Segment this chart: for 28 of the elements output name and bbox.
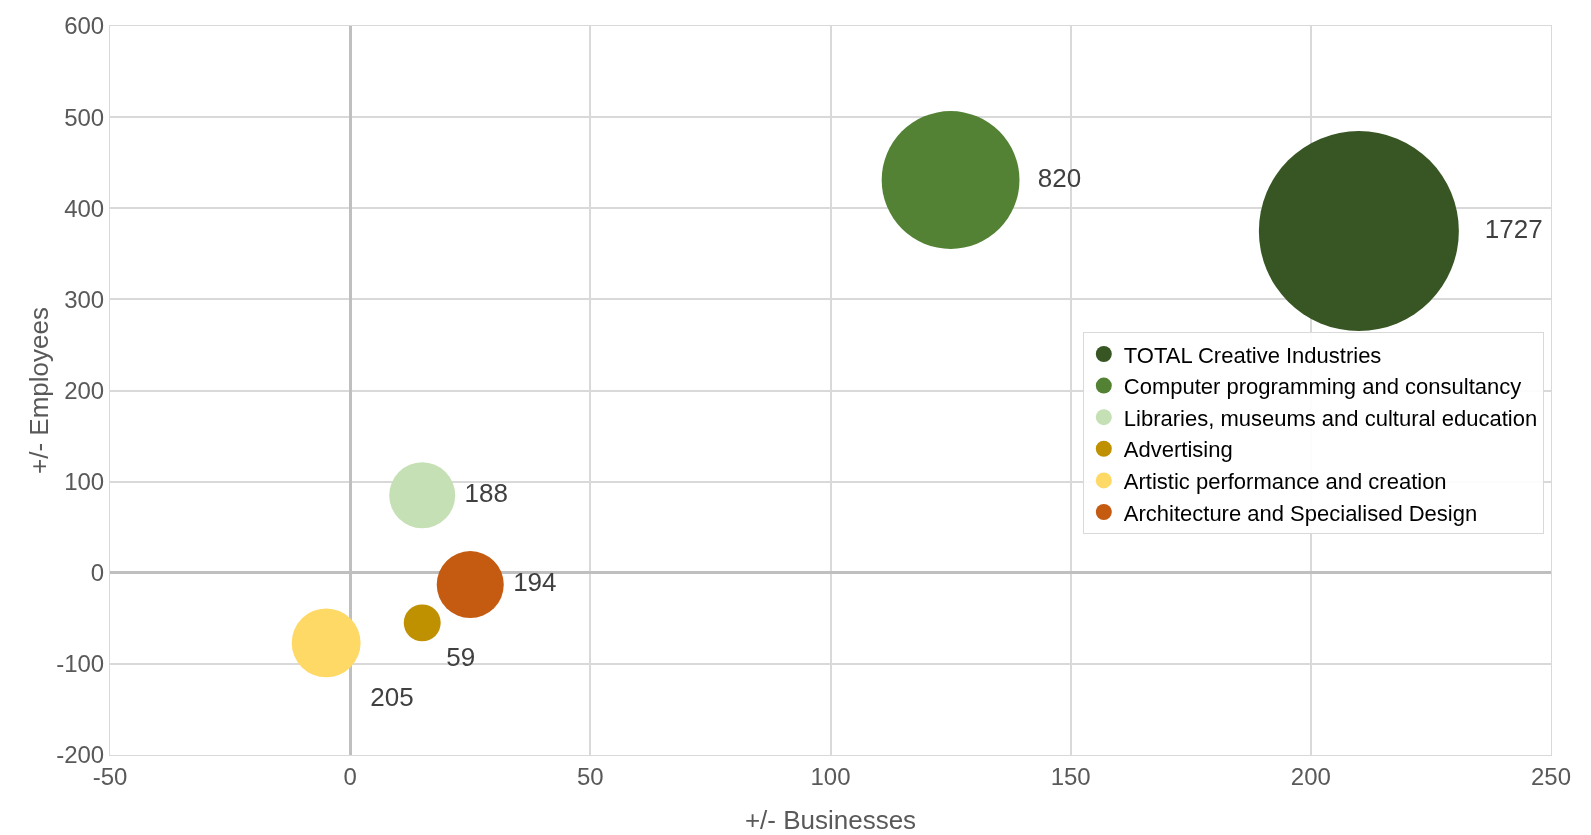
y-tick-label: 500 (64, 103, 105, 131)
data-label: 194 (513, 567, 557, 598)
legend-label: Advertising (1123, 437, 1233, 463)
x-tick-label: 250 (1530, 762, 1572, 790)
y-tick-label: -100 (56, 650, 105, 678)
x-tick-label: 200 (1290, 762, 1331, 790)
legend-label: Libraries, museums and cultural education (1123, 405, 1538, 431)
y-axis-title: +/- Employees (24, 307, 54, 474)
y-tick-label: 0 (90, 559, 105, 587)
x-axis-title: +/- Businesses (744, 805, 917, 835)
data-label: 820 (1037, 162, 1082, 193)
y-tick-label: 600 (64, 12, 105, 40)
y-tick-label: 200 (64, 376, 105, 404)
data-label: 59 (446, 642, 476, 673)
legend-label: TOTAL Creative Industries (1123, 342, 1382, 368)
data-label: 1727 (1484, 213, 1543, 244)
data-label: 205 (370, 682, 414, 713)
x-tick-label: 50 (576, 762, 604, 790)
y-tick-label: 400 (64, 194, 105, 222)
x-tick-label: 150 (1050, 762, 1091, 790)
x-tick-label: 0 (343, 762, 357, 790)
y-tick-label: 100 (64, 468, 105, 496)
data-label: 188 (464, 477, 508, 508)
legend-label: Architecture and Specialised Design (1123, 500, 1478, 526)
legend-label: Artistic performance and creation (1123, 468, 1447, 494)
y-tick-label: 300 (64, 285, 105, 313)
x-tick-label: 100 (810, 762, 851, 790)
legend-label: Computer programming and consultancy (1123, 374, 1522, 400)
